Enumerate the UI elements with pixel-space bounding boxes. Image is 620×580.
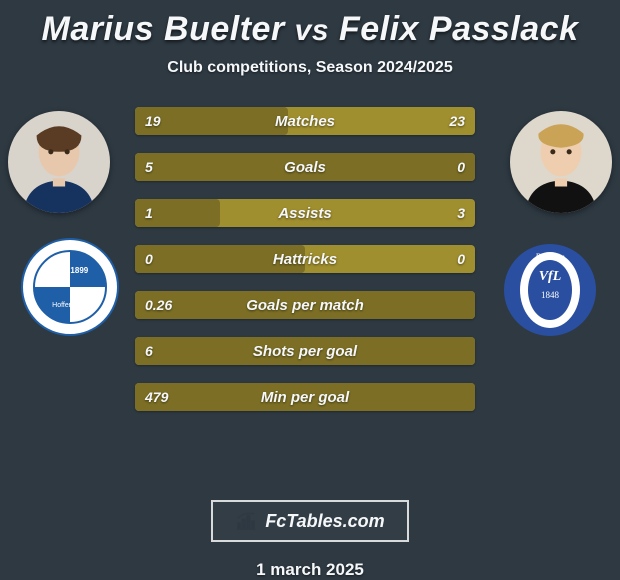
stat-label: Shots per goal [185, 343, 425, 360]
svg-text:VfL: VfL [539, 269, 562, 284]
svg-text:Bochum: Bochum [535, 252, 565, 262]
chart-icon [235, 510, 257, 532]
stat-row: 1Assists3 [135, 199, 475, 227]
stat-label: Assists [185, 205, 425, 222]
stat-value-left: 6 [135, 343, 185, 359]
stats-bars: 19Matches235Goals01Assists30Hattricks00.… [135, 107, 475, 411]
svg-text:1848: 1848 [541, 290, 560, 300]
stat-value-right: 3 [425, 205, 475, 221]
watermark-text: FcTables.com [265, 511, 384, 532]
stat-label: Goals [185, 159, 425, 176]
player2-avatar [510, 111, 612, 213]
stat-value-left: 5 [135, 159, 185, 175]
stat-value-left: 19 [135, 113, 185, 129]
watermark: FcTables.com [211, 500, 408, 542]
stat-row: 0Hattricks0 [135, 245, 475, 273]
compare-area: TSG 1899 Hoffenheim Bochum VfL 1848 19Ma… [0, 105, 620, 492]
stat-value-left: 0.26 [135, 297, 185, 313]
page-title: Marius Buelter vs Felix Passlack [42, 10, 579, 49]
stat-row: 5Goals0 [135, 153, 475, 181]
club-badge-icon: Bochum VfL 1848 [500, 240, 600, 340]
stat-value-right: 0 [425, 159, 475, 175]
comparison-card: Marius Buelter vs Felix Passlack Club co… [0, 0, 620, 580]
stat-row: 479Min per goal [135, 383, 475, 411]
stat-value-left: 0 [135, 251, 185, 267]
stat-label: Hattricks [185, 251, 425, 268]
svg-text:Hoffenheim: Hoffenheim [52, 302, 88, 309]
player2-name: Felix Passlack [339, 10, 579, 48]
avatar-icon [510, 111, 612, 213]
player1-name: Marius Buelter [42, 10, 285, 48]
stat-value-right: 0 [425, 251, 475, 267]
stat-label: Min per goal [185, 389, 425, 406]
club-badge-icon: TSG 1899 Hoffenheim [20, 237, 120, 337]
svg-text:TSG 1899: TSG 1899 [52, 266, 89, 275]
avatar-icon [8, 111, 110, 213]
subtitle: Club competitions, Season 2024/2025 [167, 59, 452, 77]
player2-club-badge: Bochum VfL 1848 [500, 240, 600, 340]
player1-club-badge: TSG 1899 Hoffenheim [20, 237, 120, 337]
stat-value-left: 1 [135, 205, 185, 221]
vs-label: vs [295, 14, 329, 47]
stat-label: Matches [185, 113, 425, 130]
player1-avatar [8, 111, 110, 213]
date-label: 1 march 2025 [256, 560, 364, 580]
stat-value-right: 23 [425, 113, 475, 129]
stat-row: 0.26Goals per match [135, 291, 475, 319]
stat-label: Goals per match [185, 297, 425, 314]
stat-row: 6Shots per goal [135, 337, 475, 365]
stat-row: 19Matches23 [135, 107, 475, 135]
stat-value-left: 479 [135, 389, 185, 405]
